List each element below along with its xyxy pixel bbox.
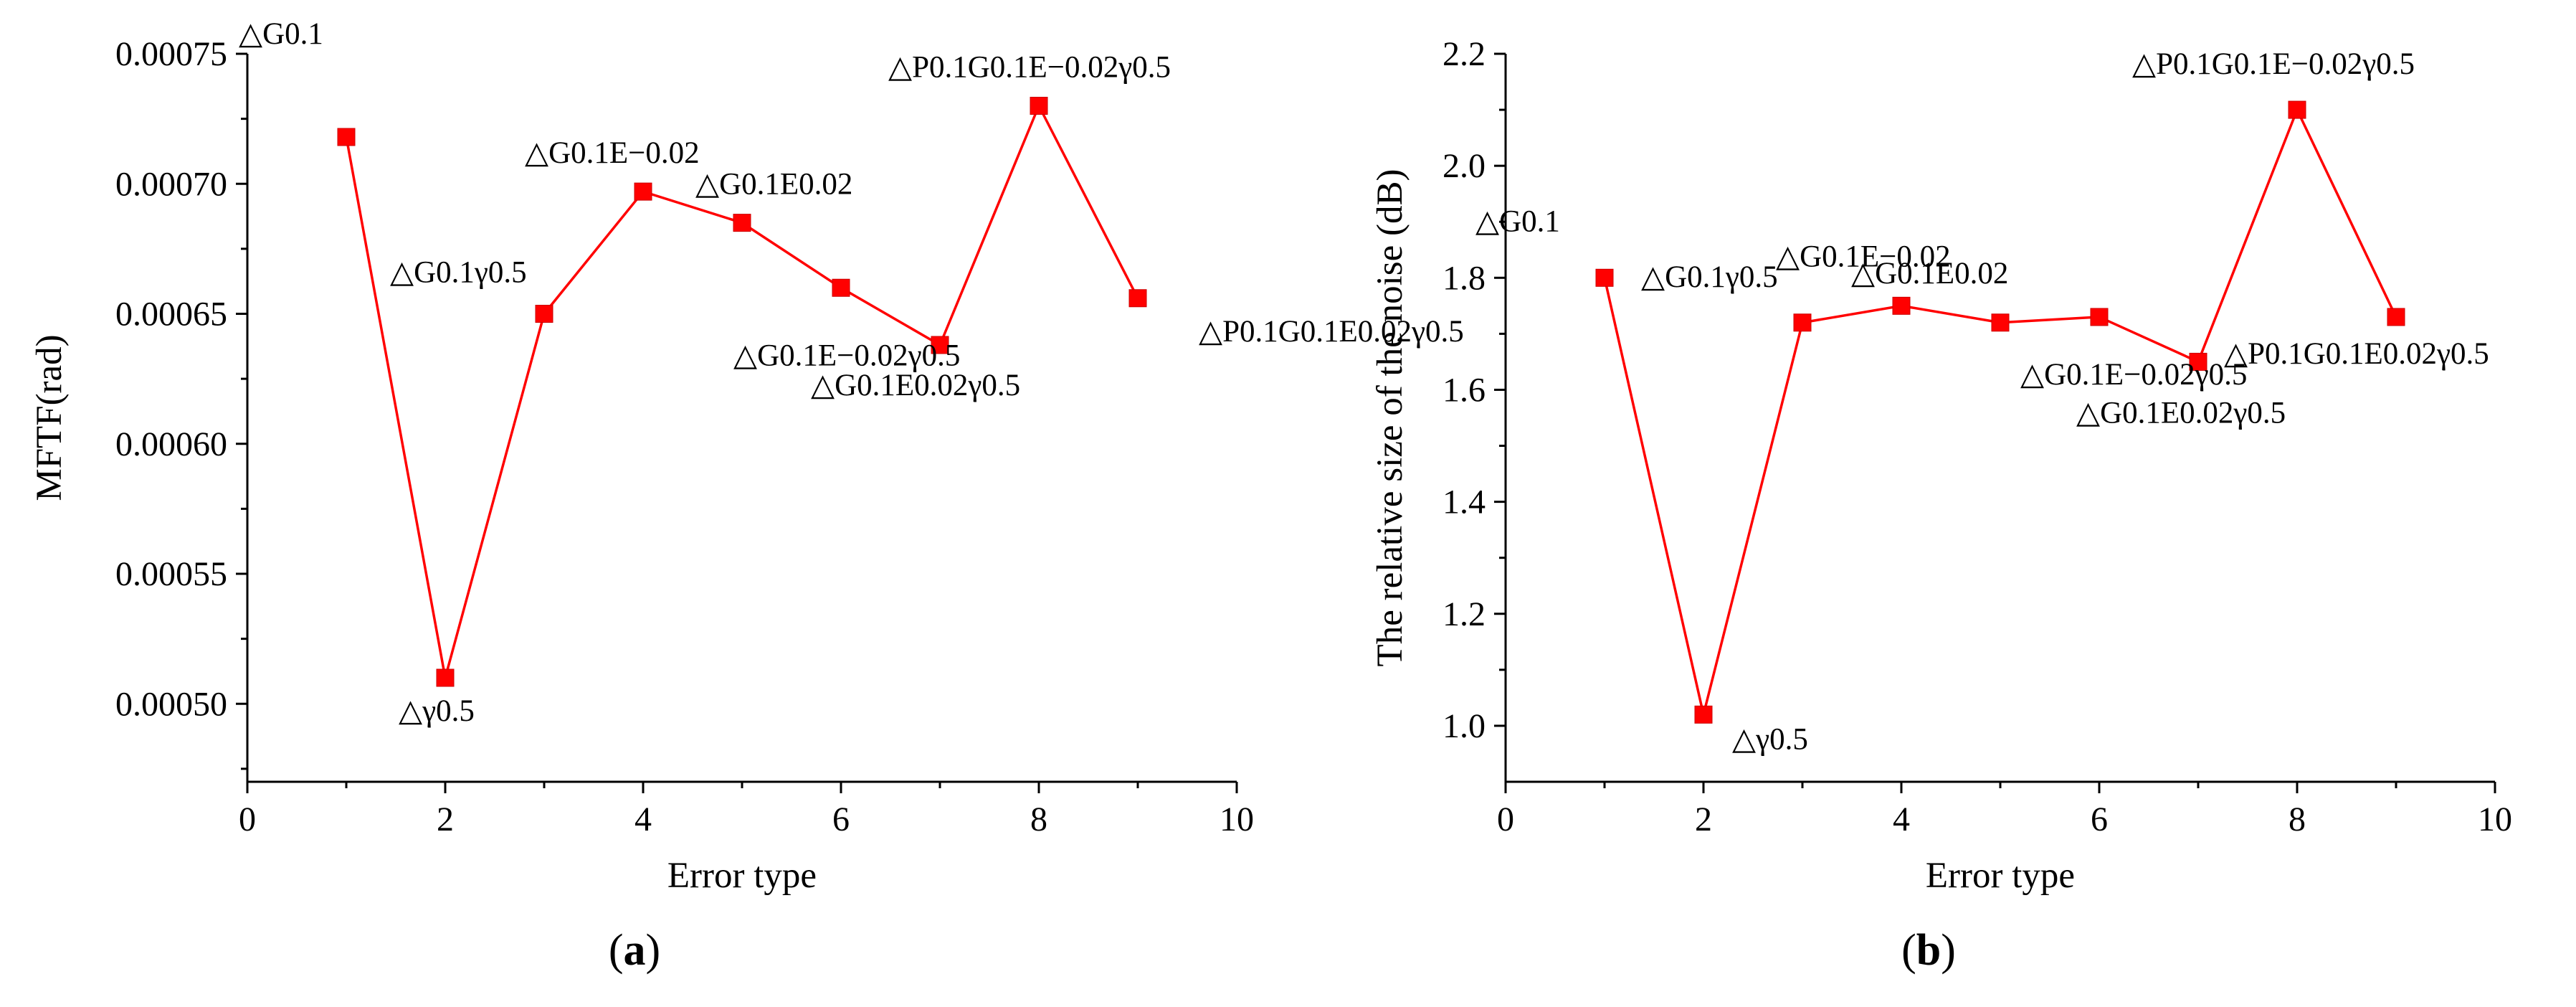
data-point — [337, 128, 356, 146]
point-annotation: △G0.1E0.02γ0.5 — [2076, 396, 2286, 430]
panel-label-open: ( — [609, 926, 624, 975]
x-tick-label: 6 — [2091, 800, 2108, 838]
point-annotation: △P0.1G0.1E0.02γ0.5 — [2224, 337, 2489, 371]
y-tick-label: 0.00055 — [115, 555, 227, 593]
panel-label-open: ( — [1901, 926, 1916, 975]
data-point — [2387, 308, 2405, 326]
x-tick-label: 10 — [1220, 800, 1254, 838]
data-point — [832, 278, 850, 297]
y-tick-label: 1.4 — [1443, 483, 1486, 521]
x-tick-label: 8 — [2289, 800, 2306, 838]
point-annotation: △P0.1G0.1E−0.02γ0.5 — [2132, 47, 2415, 81]
y-tick-label: 0.00075 — [115, 35, 227, 73]
data-point — [436, 668, 455, 687]
y-tick-label: 1.2 — [1443, 595, 1486, 633]
point-annotation: △G0.1E0.02 — [695, 168, 852, 202]
point-annotation: △G0.1γ0.5 — [1641, 260, 1778, 294]
y-tick-label: 0.00070 — [115, 165, 227, 203]
chart-panel-a: 0 2 4 6 8 10 0.00050 0.00055 0.00060 0.00065 0.000… — [29, 17, 1464, 975]
point-annotation: △G0.1 — [239, 17, 323, 51]
point-annotation: △G0.1E−0.02γ0.5 — [2020, 358, 2247, 392]
data-point — [1793, 313, 1812, 332]
y-tick-label: 1.8 — [1443, 259, 1486, 297]
y-tick-label: 0.00050 — [115, 685, 227, 723]
data-point — [535, 305, 553, 323]
data-point — [1128, 289, 1147, 308]
point-annotation: △γ0.5 — [399, 694, 475, 728]
data-point — [931, 336, 949, 354]
x-tick-label: 2 — [1695, 800, 1712, 838]
panel-label: (b) — [1901, 926, 1956, 975]
point-annotation: △G0.1γ0.5 — [390, 256, 527, 290]
data-point — [1694, 705, 1713, 724]
panel-label-letter: a — [624, 926, 646, 975]
data-point — [733, 214, 751, 232]
data-point — [1595, 268, 1614, 287]
y-tick-label: 0.00060 — [115, 425, 227, 463]
x-tick-label: 4 — [635, 800, 652, 838]
point-annotation: △G0.1E0.02 — [1851, 257, 2008, 290]
panel-label: (a) — [609, 926, 660, 975]
point-annotation: △G0.1 — [1475, 204, 1560, 238]
x-tick-label: 4 — [1893, 800, 1910, 838]
data-point — [1991, 313, 2010, 332]
chart-panel-b: 0 2 4 6 8 10 1.0 1.2 1.4 1.6 1.8 2.0 2.2 Error type Th… — [1370, 35, 2512, 975]
point-annotation: △G0.1E−0.02γ0.5 — [733, 339, 960, 372]
x-tick-label: 10 — [2478, 800, 2512, 838]
x-tick-label: 0 — [1497, 800, 1514, 838]
point-annotation: △G0.1E−0.02 — [525, 136, 700, 170]
point-annotation: △γ0.5 — [1732, 722, 1808, 756]
y-axis-title: MFTF(rad) — [29, 334, 70, 501]
x-tick-label: 2 — [437, 800, 454, 838]
data-point — [2288, 100, 2306, 119]
y-tick-label: 2.0 — [1443, 147, 1486, 185]
y-tick-label: 0.00065 — [115, 296, 227, 334]
x-tick-label: 6 — [832, 800, 850, 838]
data-point — [1892, 296, 1911, 315]
panel-label-close: ) — [646, 926, 661, 975]
panel-label-letter: b — [1916, 926, 1941, 975]
y-tick-label: 2.2 — [1443, 35, 1486, 73]
x-axis-title: Error type — [1926, 856, 2075, 896]
x-tick-label: 8 — [1030, 800, 1047, 838]
point-annotation: △G0.1E−0.02 — [1776, 240, 1951, 273]
data-point — [634, 182, 652, 201]
point-annotation: △P0.1G0.1E0.02γ0.5 — [1199, 315, 1464, 349]
x-tick-label: 0 — [239, 800, 256, 838]
point-annotation: △G0.1E0.02γ0.5 — [811, 369, 1020, 402]
point-annotation: △P0.1G0.1E−0.02γ0.5 — [888, 51, 1171, 85]
x-axis-title: Error type — [667, 856, 817, 896]
data-point — [2189, 352, 2207, 371]
y-tick-label: 1.0 — [1443, 707, 1486, 745]
data-point — [2090, 308, 2109, 326]
y-axis-title: The relative size of the noise (dB) — [1370, 169, 1410, 667]
data-point — [1030, 97, 1048, 115]
panel-label-close: ) — [1941, 926, 1956, 975]
y-tick-label: 1.6 — [1443, 371, 1486, 409]
